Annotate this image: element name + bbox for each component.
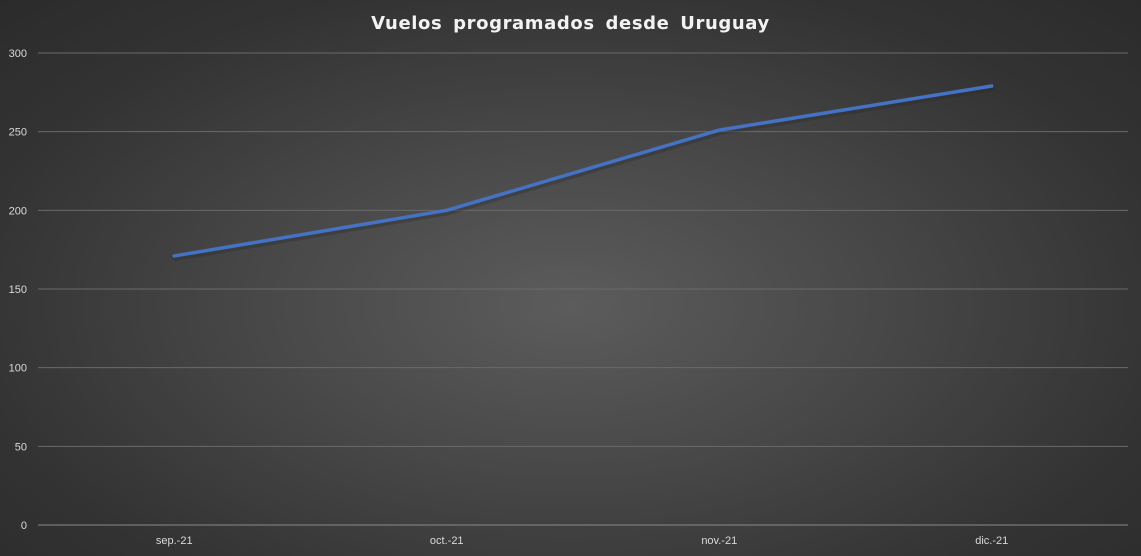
gridlines	[38, 52, 1128, 526]
series-line-shadow	[172, 85, 996, 261]
series-group	[172, 84, 996, 261]
series-line	[172, 84, 994, 258]
y-tick-label: 300	[9, 48, 27, 60]
y-axis: 0 50 100 150 200 250 300	[9, 48, 27, 532]
y-tick-label: 150	[9, 284, 27, 296]
y-tick-label: 100	[9, 363, 27, 375]
x-tick-label: dic.-21	[975, 535, 1008, 547]
y-tick-label: 200	[9, 205, 27, 217]
y-tick-label: 0	[21, 520, 27, 532]
x-tick-label: oct.-21	[430, 535, 464, 547]
y-tick-label: 50	[15, 441, 27, 453]
x-tick-label: nov.-21	[701, 535, 737, 547]
y-tick-label: 250	[9, 127, 27, 139]
chart-title: Vuelos programados desde Uruguay	[371, 13, 770, 34]
x-axis: sep.-21 oct.-21 nov.-21 dic.-21	[156, 535, 1008, 547]
x-tick-label: sep.-21	[156, 535, 193, 547]
